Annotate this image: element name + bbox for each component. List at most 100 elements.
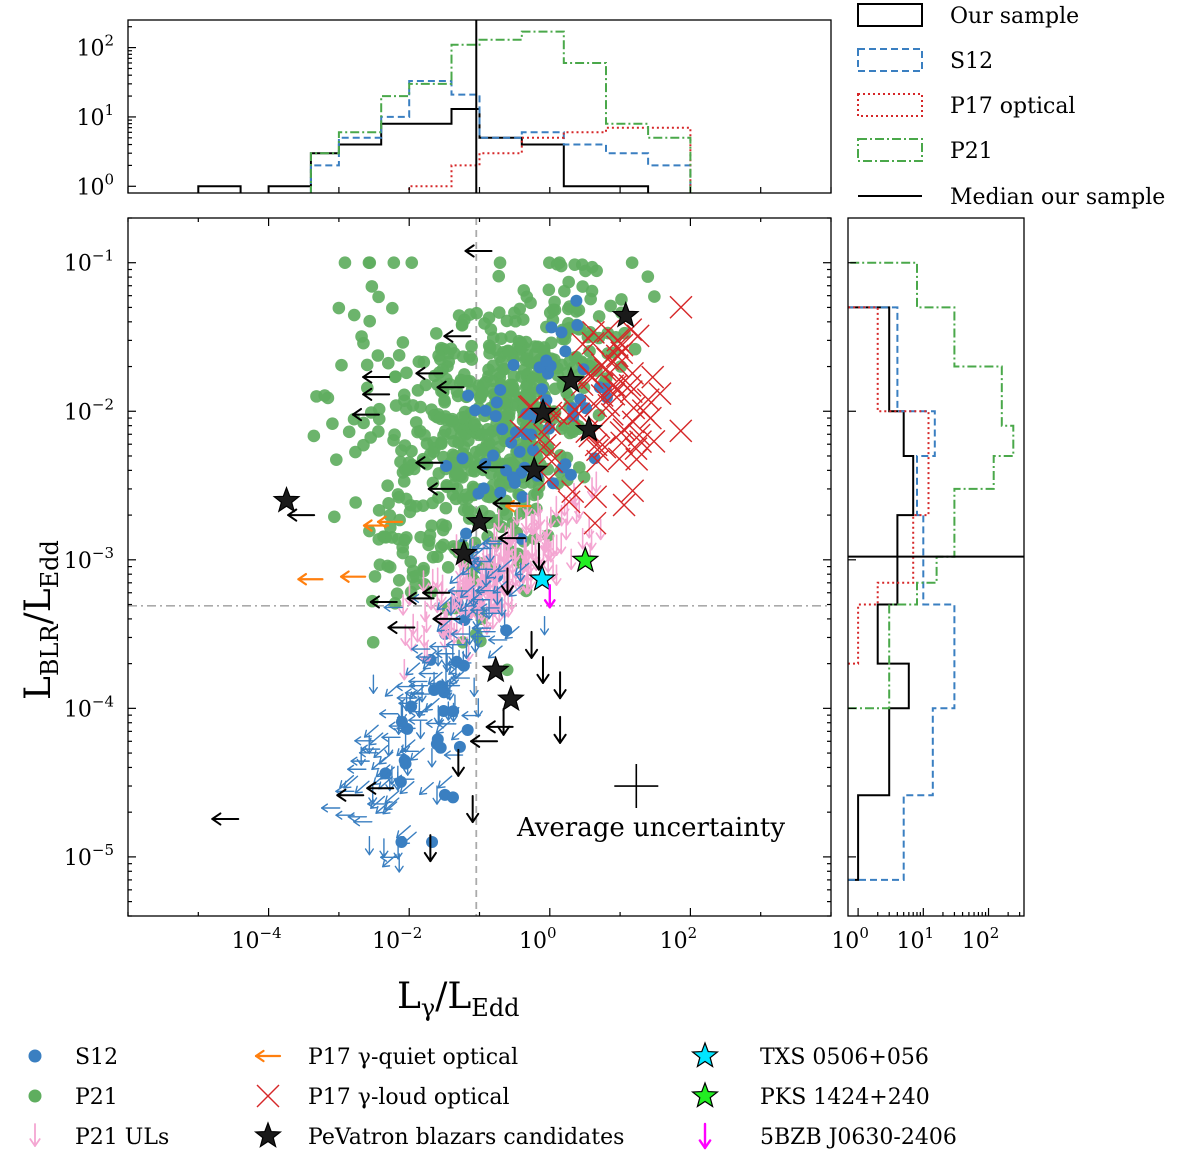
p21-point [372,425,385,438]
p21-point [388,370,402,384]
s12-point [574,393,587,406]
s12-point [505,436,518,449]
arrow-shaft [508,583,524,597]
arrow-shaft [368,732,384,746]
p17-loud-marker [585,438,609,462]
p21-ul-arrow [545,540,557,563]
y-axis-label: LBLR/LEdd [18,540,64,700]
arrow-shaft [373,744,389,759]
p21-point [486,331,500,345]
p21-point [388,428,401,442]
arrow-head [476,627,484,637]
s12-ul-arrow [484,599,494,620]
legend-p21-uls-marker [29,1123,41,1147]
p21-point [414,400,427,414]
p17-loud-marker [567,402,591,426]
s12-ul-arrow [408,676,428,686]
our-sample-ul-arrow [492,496,521,510]
arrow-head [451,732,460,741]
s12-ul-arrow [388,721,408,731]
p21-point [493,256,507,270]
p21-ul-arrow [398,594,409,616]
p17-loud-marker [603,375,627,399]
y-tick-label: 10−1 [64,247,114,277]
s12-point [446,791,459,804]
p21-ul-arrow [586,477,598,499]
p21-ul-arrow [584,516,595,539]
p21-point [366,635,380,649]
p17-loud-marker [596,347,620,371]
arrow-head [504,631,513,640]
s12-ul-arrow [424,697,440,712]
arrow-head [577,541,588,550]
arrow-head [586,490,598,499]
p21-point [424,447,437,461]
arrow-head [368,737,377,746]
arrow-shaft [436,597,452,611]
arrow-head [448,666,457,675]
p17-loud-marker [669,295,693,319]
legend-p21-uls: P21 ULs [75,1125,169,1150]
arrow-head [566,562,577,571]
p21-point [641,270,655,283]
p21-point [409,577,422,591]
x-stroke [532,423,556,447]
arrow-head [539,545,550,554]
arrow-head [427,482,438,496]
x-label-main: L [397,976,421,1017]
arrow-head [364,848,374,856]
arrow-head [399,672,410,681]
arrow-head [469,605,477,615]
legend-p21: P21 [75,1085,118,1110]
arrow-head [492,570,504,579]
arrow-head [435,649,443,659]
x-stroke [602,382,626,406]
p21-point [347,412,361,426]
arrow-head [418,583,429,592]
arrow-head [437,780,446,789]
p21-point [426,496,439,510]
arrow-head [545,520,556,529]
arrow-shaft [451,727,467,741]
arrow-shaft [404,697,420,711]
arrow-head [435,725,444,734]
p17-loud-marker [609,420,633,444]
p21-point [520,290,534,304]
arrow-head [524,648,539,659]
arrow-head [472,543,480,554]
p21-ul-arrow [511,503,523,525]
arrow-shaft [399,780,415,795]
p21-point [429,327,443,340]
s12-ul-arrow [353,817,373,827]
p21-point [625,256,639,270]
p21-point [418,428,431,442]
p21-point [526,373,539,386]
s12-ul-arrow [448,702,459,723]
x-stroke [609,420,633,444]
arrow-head [394,865,404,873]
p21-point [401,463,415,477]
our-sample-ul-arrow [536,655,550,684]
p21-point [397,388,411,402]
pevatron-star [481,655,510,683]
p21-point [615,293,628,306]
p21-point [470,306,483,320]
x-stroke [538,412,562,436]
p17-quiet-arrow [376,515,404,529]
x-stroke [558,404,582,428]
s12-ul-arrow [436,618,452,632]
p17-loud-marker [590,384,614,408]
arrow-head [464,244,475,258]
p21-ul-arrow [478,541,489,564]
p21-ul-arrow [520,542,531,565]
s12-ul-arrow [476,627,496,637]
p21-ul-arrow [418,570,429,592]
p21-ul-arrow [562,503,573,526]
p21-point [438,395,452,409]
s12-ul-arrow [473,564,493,574]
arrow-head [487,621,498,630]
our-sample-ul-arrow [496,707,511,736]
arrow-head [393,783,403,791]
x-stroke [517,395,541,419]
arrow-head [436,602,445,611]
